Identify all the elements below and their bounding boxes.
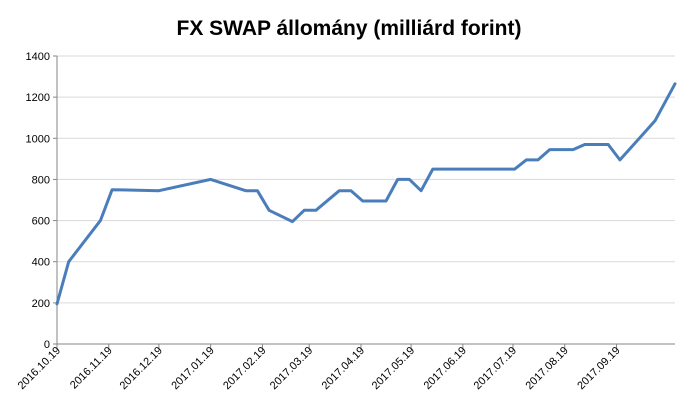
data-point (303, 209, 306, 212)
x-tick-label: 2017.05.19 (370, 345, 417, 392)
x-tick-label: 2016.12.19 (118, 345, 165, 392)
data-point (314, 209, 318, 212)
axes (56, 56, 675, 345)
data-point (607, 143, 610, 146)
y-tick-label: 0 (44, 339, 50, 351)
data-point (55, 302, 59, 306)
x-tick-label: 2016.10.19 (16, 345, 63, 392)
y-tick-label: 800 (32, 174, 50, 186)
y-tick-label: 1400 (26, 51, 50, 63)
data-point (525, 158, 528, 162)
data-point (513, 167, 516, 171)
data-point (256, 189, 259, 192)
x-tick-label: 2017.03.19 (268, 345, 315, 392)
x-tick-label: 2016.11.19 (68, 345, 115, 392)
y-tick-label: 1200 (26, 92, 50, 104)
y-tick-label: 200 (32, 298, 50, 310)
x-tick-label: 2017.07.19 (472, 345, 519, 392)
data-point (653, 119, 657, 123)
data-point (110, 188, 114, 191)
data-point (384, 199, 388, 203)
data-point (291, 220, 294, 223)
x-tick-label: 2017.09.19 (575, 345, 622, 392)
data-point (396, 178, 399, 181)
data-point (361, 199, 364, 203)
y-tick-label: 400 (32, 257, 50, 269)
series-line-0 (55, 82, 677, 306)
data-point (618, 158, 622, 162)
data-point (536, 158, 540, 162)
chart-title: FX SWAP állomány (milliárd forint) (177, 17, 522, 40)
x-axis-ticks: 2016.10.19 2016.11.19 2016.12.19 2017.01.19… (16, 344, 623, 392)
data-point (157, 189, 161, 192)
data-point (209, 178, 212, 181)
data-point (349, 189, 353, 192)
data-point (408, 178, 411, 181)
x-tick-label: 2017.08.19 (523, 345, 570, 392)
x-tick-label: 2017.02.19 (221, 345, 268, 392)
data-point (338, 189, 341, 192)
data-point (673, 82, 677, 86)
y-tick-label: 600 (32, 216, 50, 228)
data-point (99, 219, 102, 222)
data-point (548, 148, 551, 151)
x-tick-label: 2017.04.19 (320, 345, 367, 392)
data-point (267, 209, 271, 212)
data-point (571, 148, 575, 151)
data-point (419, 189, 423, 192)
data-point (244, 189, 247, 192)
y-axis-ticks: 0 200 400 600 800 1000 1200 1400 (26, 51, 57, 351)
data-point (583, 143, 586, 146)
data-point (67, 260, 70, 263)
data-point (431, 167, 434, 171)
y-tick-label: 1000 (26, 133, 50, 145)
gridlines (57, 55, 675, 304)
x-tick-label: 2017.01.19 (169, 345, 216, 392)
x-tick-label: 2017.06.19 (422, 345, 469, 392)
series-group (55, 82, 677, 306)
